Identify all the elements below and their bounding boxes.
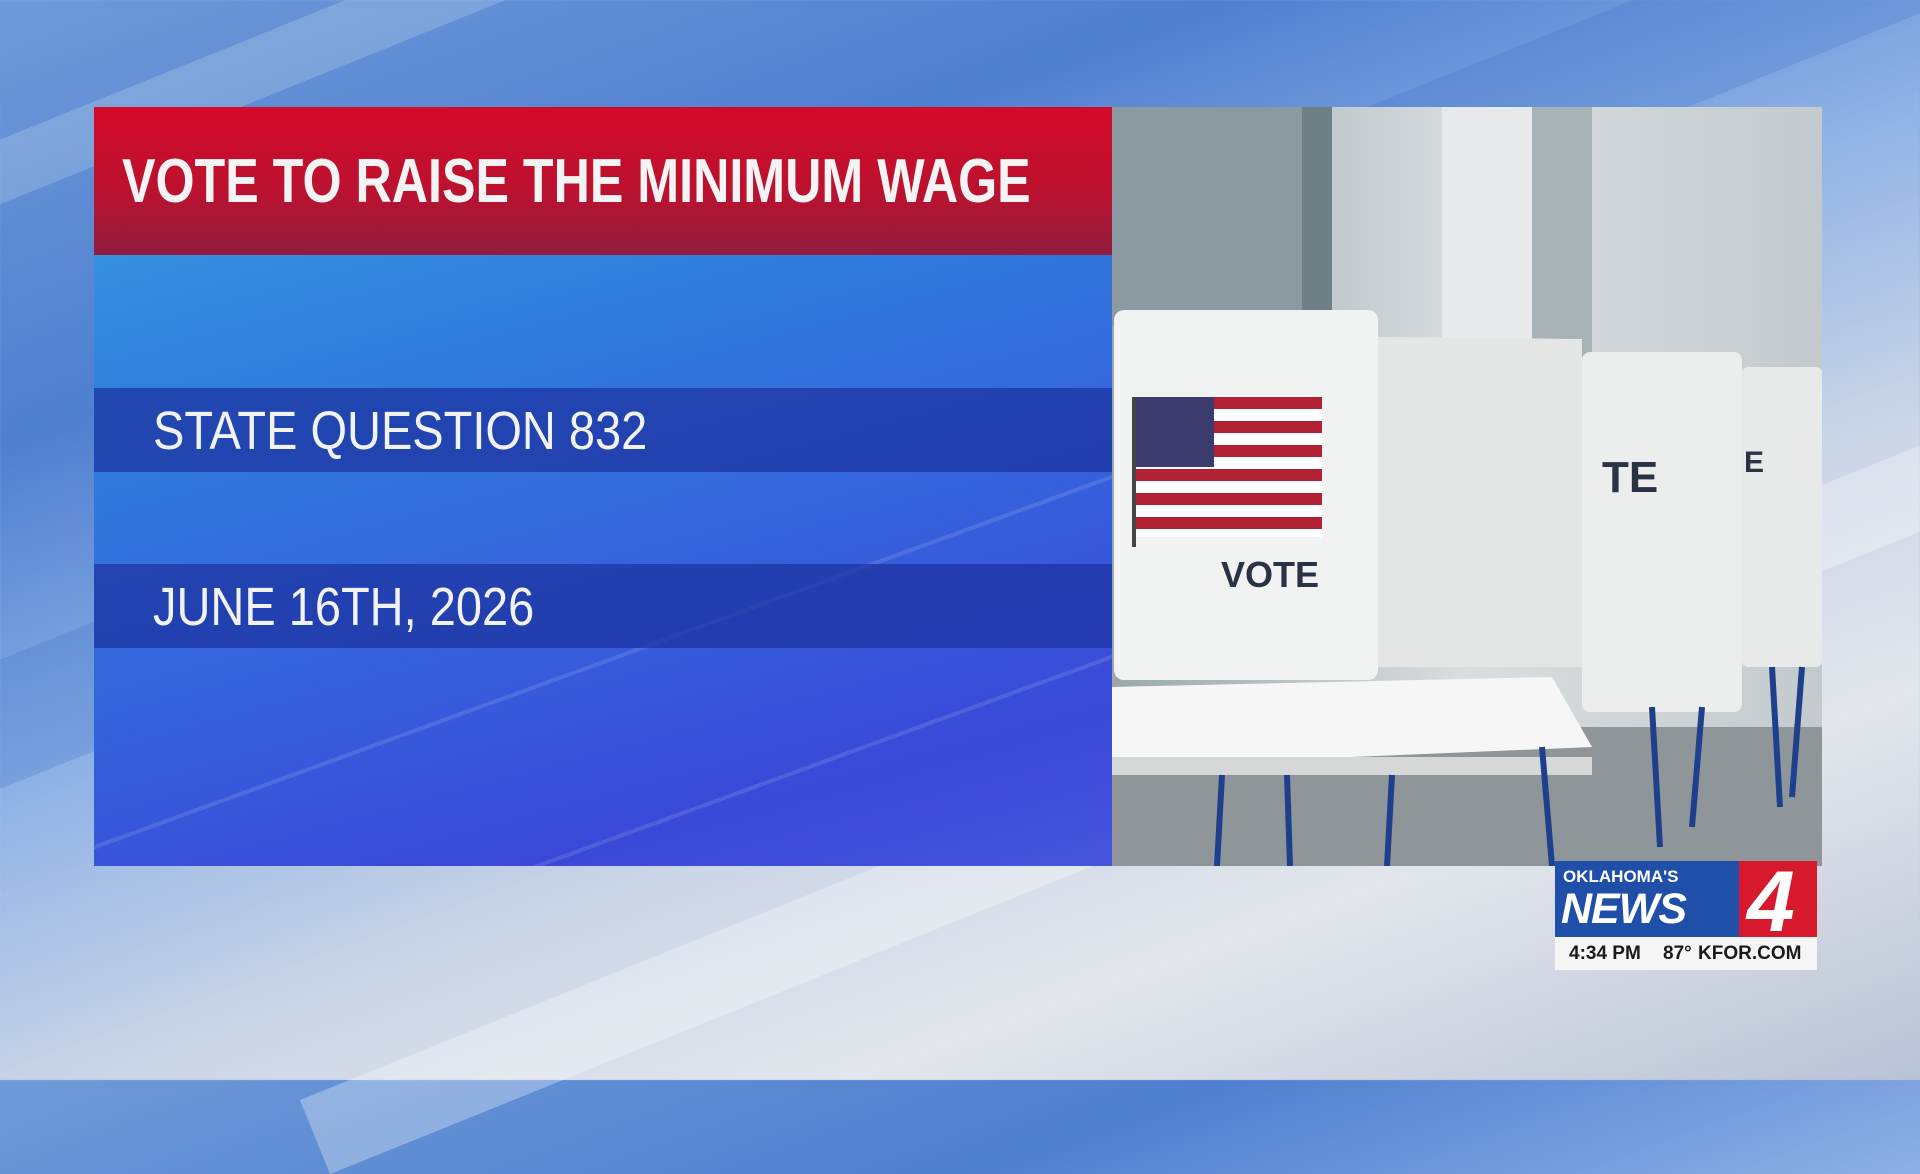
voting-booth-photo: VOTE TE E — [1112, 107, 1822, 866]
booth-sign: E — [1744, 446, 1764, 479]
flag — [1132, 397, 1322, 547]
title-bar: VOTE TO RAISE THE MINIMUM WAGE — [94, 107, 1112, 255]
station-logo: OKLAHOMA'S NEWS 4 4:34 PM 87° KFOR.COM — [1555, 854, 1817, 970]
info-line: JUNE 16TH, 2026 — [153, 577, 535, 637]
website: KFOR.COM — [1698, 943, 1802, 964]
broadcast-frame: VOTE TO RAISE THE MINIMUM WAGE STATE QUE… — [0, 0, 1920, 1080]
brand-top: OKLAHOMA'S — [1563, 867, 1679, 886]
info-band: STATE QUESTION 832 — [94, 388, 1112, 472]
logo-ticker: 4:34 PM 87° KFOR.COM — [1555, 937, 1817, 970]
booth-sign: VOTE — [1221, 554, 1319, 595]
booth-sign: TE — [1602, 453, 1658, 502]
temperature: 87° — [1663, 943, 1692, 964]
info-band: JUNE 16TH, 2026 — [94, 564, 1112, 648]
brand-main: NEWS — [1561, 885, 1687, 933]
channel-box: 4 — [1739, 854, 1817, 950]
info-line: STATE QUESTION 832 — [153, 401, 648, 461]
logo-header: OKLAHOMA'S NEWS 4 — [1555, 854, 1817, 950]
title: VOTE TO RAISE THE MINIMUM WAGE — [122, 147, 1031, 216]
info-panel: VOTE TO RAISE THE MINIMUM WAGE STATE QUE… — [94, 107, 1112, 866]
time: 4:34 PM — [1569, 943, 1641, 964]
channel-number: 4 — [1747, 854, 1795, 950]
